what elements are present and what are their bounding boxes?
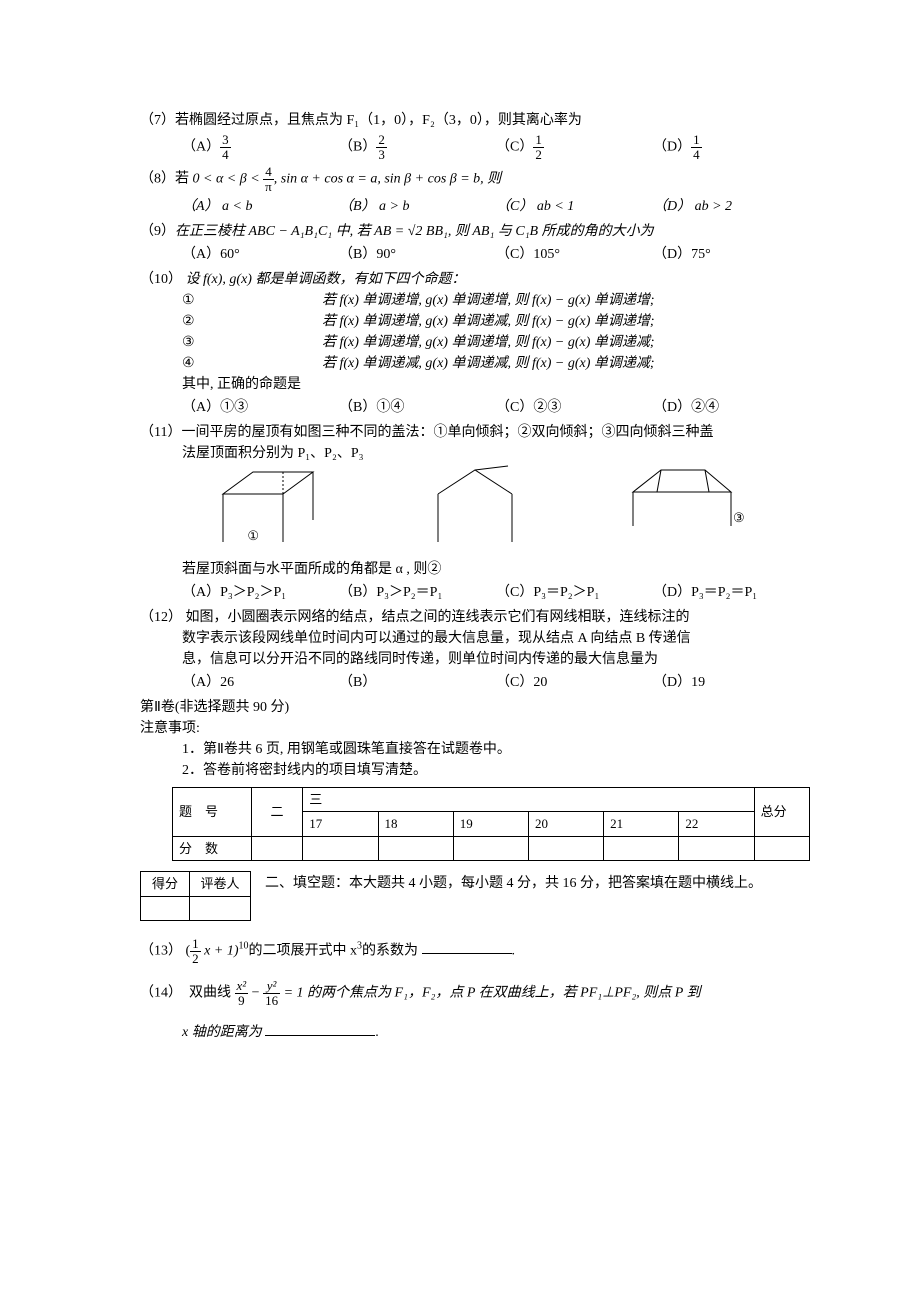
roof-diagram-1: ① [213, 464, 323, 559]
score-table: 题 号 二 三 总分 17 18 19 20 21 22 分 数 [172, 787, 810, 862]
q14-blank [265, 1035, 375, 1036]
roof1-svg [213, 464, 323, 552]
q10-opt-a: （A）①③ [182, 397, 339, 418]
roof3-svg [627, 464, 737, 534]
q12-opt-b: （B） [339, 672, 496, 693]
note-2: 2．答卷前将密封线内的项目填写清楚。 [140, 760, 810, 781]
grader-table: 得分评卷人 [140, 871, 251, 921]
q10-s1: ①若 f(x) 单调递增, g(x) 单调递增, 则 f(x) − g(x) 单… [140, 290, 810, 311]
q8-opt-a: （A） a < b [182, 196, 339, 217]
q11-opt-a: （A）P₃＞P₂＞P₁ [182, 582, 339, 603]
q7-stem: 若椭圆经过原点，且焦点为 F₁（1，0），F₂（3，0），则其离心率为 [175, 113, 582, 128]
question-12: （12） 如图，小圆圈表示网络的结点，结点之间的连线表示它们有网线相联，连线标注… [140, 607, 810, 693]
q9-num: （9） [140, 224, 175, 239]
q10-s2: ②若 f(x) 单调递增, g(x) 单调递减, 则 f(x) − g(x) 单… [140, 311, 810, 332]
roof-diagram-3: ③ [627, 464, 737, 559]
q14-num: （14） [140, 986, 182, 1001]
q12-num: （12） [140, 610, 182, 625]
question-7: （7）若椭圆经过原点，且焦点为 F₁（1，0），F₂（3，0），则其离心率为 （… [140, 110, 810, 161]
q11-num: （11） [140, 425, 181, 440]
q8-num: （8） [140, 172, 175, 187]
q10-s4: ④若 f(x) 单调递减, g(x) 单调递减, 则 f(x) − g(x) 单… [140, 353, 810, 374]
q7-opt-d: （D）14 [653, 133, 810, 161]
q13-num: （13） [140, 943, 182, 958]
q8-opt-c: （C） ab < 1 [496, 196, 653, 217]
q10-num: （10） [140, 272, 182, 287]
question-14: （14） 双曲线 x²9 − y²16 = 1 的两个焦点为 F₁，F₂，点 P… [140, 979, 810, 1042]
q10-opt-c: （C）②③ [496, 397, 653, 418]
q9-opt-d: （D）75° [653, 244, 810, 265]
q11-opt-b: （B）P₃＞P₂＝P₁ [339, 582, 496, 603]
q12-opt-a: （A）26 [182, 672, 339, 693]
q7-opt-b: （B）23 [339, 133, 496, 161]
q10-s3: ③若 f(x) 单调递增, g(x) 单调递增, 则 f(x) − g(x) 单… [140, 332, 810, 353]
q11-opt-d: （D）P₃＝P₂＝P₁ [653, 582, 810, 603]
q9-stem: 在正三棱柱 ABC − A₁B₁C₁ 中, 若 AB = √2 BB₁, 则 A… [175, 224, 654, 239]
question-8: （8）若 0 < α < β < 4π, sin α + cos α = a, … [140, 165, 810, 216]
q8-opt-d: （D） ab > 2 [653, 196, 810, 217]
roof-diagram-2 [430, 464, 520, 559]
q10-tail: 其中, 正确的命题是 [140, 374, 810, 395]
q11-opt-c: （C）P₃＝P₂＞P₁ [496, 582, 653, 603]
q13-blank [422, 953, 512, 954]
question-10: （10） 设 f(x), g(x) 都是单调函数，有如下四个命题： ①若 f(x… [140, 269, 810, 418]
q9-opt-b: （B）90° [339, 244, 496, 265]
q9-opt-c: （C）105° [496, 244, 653, 265]
q11-diagrams: ① ③ [140, 464, 810, 559]
question-9: （9）在正三棱柱 ABC − A₁B₁C₁ 中, 若 AB = √2 BB₁, … [140, 221, 810, 265]
q10-stem: 设 f(x), g(x) 都是单调函数，有如下四个命题： [186, 272, 466, 287]
th-num: 题 号 [173, 787, 252, 836]
q12-opt-d: （D）19 [653, 672, 810, 693]
note-1: 1．第Ⅱ卷共 6 页, 用钢笔或圆珠笔直接答在试题卷中。 [140, 739, 810, 760]
q7-opt-c: （C）12 [496, 133, 653, 161]
q12-opt-c: （C）20 [496, 672, 653, 693]
question-13: （13） (12 x + 1)10的二项展开式中 x3的系数为 . [140, 937, 810, 965]
roof2-svg [430, 464, 520, 552]
q9-opt-a: （A）60° [182, 244, 339, 265]
q10-opt-d: （D）②④ [653, 397, 810, 418]
q10-opt-b: （B）①④ [339, 397, 496, 418]
q7-opt-a: （A）34 [182, 133, 339, 161]
q8-opt-b: （B） a > b [339, 196, 496, 217]
th-score: 分 数 [173, 836, 252, 861]
notes-title: 注意事项: [140, 718, 810, 739]
part2-title: 第Ⅱ卷(非选择题共 90 分) [140, 697, 810, 718]
q7-num: （7） [140, 113, 175, 128]
question-11: （11）一间平房的屋顶有如图三种不同的盖法：①单向倾斜；②双向倾斜；③四向倾斜三… [140, 422, 810, 603]
